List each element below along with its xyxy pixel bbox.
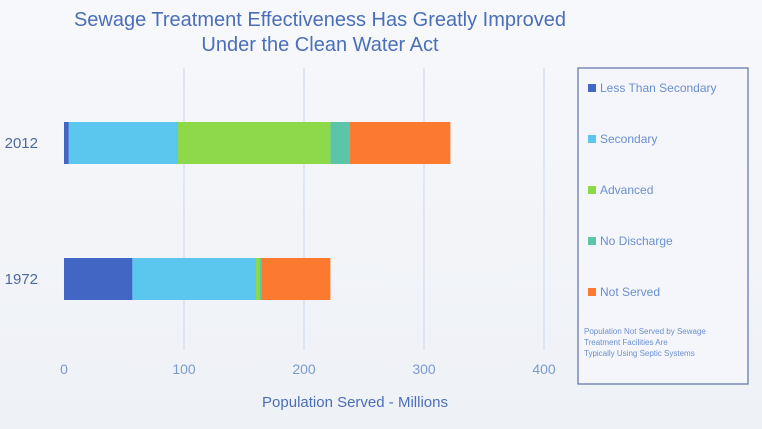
legend-annotation-line: Population Not Served by Sewage [584, 327, 706, 336]
category-label: 1972 [5, 271, 38, 288]
bar-segment [178, 122, 331, 164]
legend-annotation-line: Treatment Facilities Are [584, 338, 668, 347]
legend-label: Not Served [600, 285, 660, 299]
legend-annotation-line: Typically Using Septic Systems [584, 349, 695, 358]
bar-segment [259, 258, 262, 300]
x-tick-label: 100 [172, 361, 196, 377]
category-label: 2012 [5, 135, 38, 152]
bar-segment [68, 122, 178, 164]
bar-segment [64, 258, 133, 300]
legend-label: Advanced [600, 183, 653, 197]
legend-box [577, 67, 749, 385]
bar-segment [330, 122, 350, 164]
legend-label: Secondary [600, 132, 657, 146]
chart-title: Sewage Treatment Effectiveness Has Great… [73, 9, 567, 31]
legend-label: Less Than Secondary [600, 81, 717, 95]
bar-segment [64, 122, 69, 164]
legend-swatch [588, 84, 596, 92]
legend-swatch [588, 288, 596, 296]
bar-segment [132, 258, 256, 300]
x-tick-label: 200 [292, 361, 316, 377]
bar-segment [349, 122, 451, 164]
legend-swatch [588, 186, 596, 194]
legend-swatch [588, 237, 596, 245]
legend-annotation: Population Not Served by Sewage Treatment… [584, 327, 706, 358]
x-tick-label: 400 [532, 361, 556, 377]
x-tick-label: 0 [60, 361, 68, 377]
bar-segment [262, 258, 331, 300]
legend-label: No Discharge [600, 234, 673, 248]
chart-subtitle: Under the Clean Water Act [201, 34, 439, 56]
legend-swatch [588, 135, 596, 143]
bar-segment [256, 258, 260, 300]
x-axis-title: Population Served - Millions [262, 394, 448, 411]
x-tick-label: 300 [412, 361, 436, 377]
